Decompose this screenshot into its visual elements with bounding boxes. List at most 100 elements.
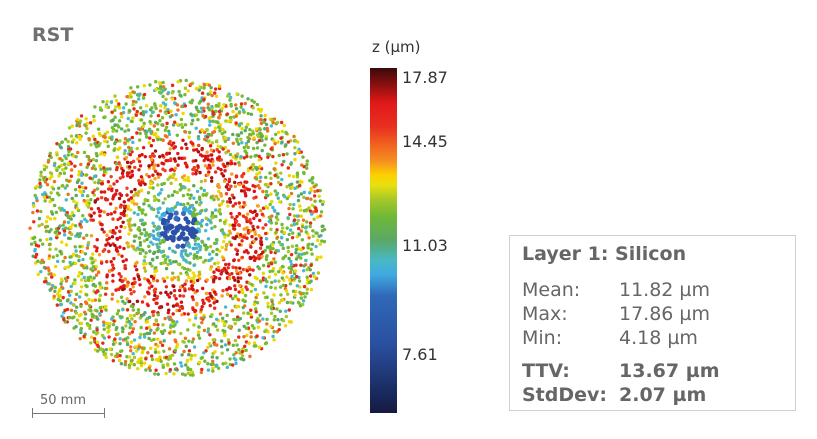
data-point xyxy=(58,302,63,307)
data-point xyxy=(137,277,141,282)
data-point xyxy=(61,223,65,227)
data-point xyxy=(205,128,209,132)
data-point xyxy=(240,255,245,260)
data-point xyxy=(284,309,288,313)
data-point xyxy=(139,183,143,187)
data-point xyxy=(298,208,303,212)
data-point xyxy=(309,263,313,267)
data-point xyxy=(258,179,262,184)
data-point xyxy=(248,209,253,213)
data-point xyxy=(132,313,136,318)
data-point xyxy=(38,181,42,186)
data-point xyxy=(84,173,89,177)
data-point xyxy=(121,329,125,334)
data-point xyxy=(85,194,90,198)
data-point xyxy=(136,360,140,365)
data-point xyxy=(199,179,204,184)
data-point xyxy=(255,292,260,297)
data-point xyxy=(117,119,122,123)
data-point xyxy=(302,195,306,200)
data-point xyxy=(101,341,105,345)
data-point xyxy=(200,91,205,95)
stat-min: Min: 4.18 µm xyxy=(522,327,698,349)
data-point xyxy=(172,172,176,176)
data-point xyxy=(296,300,301,305)
data-point xyxy=(208,291,212,296)
data-point xyxy=(160,238,167,244)
data-point xyxy=(69,308,74,312)
data-point xyxy=(203,164,208,168)
data-point xyxy=(234,121,238,125)
data-point xyxy=(246,145,250,150)
data-point xyxy=(305,267,309,272)
data-point xyxy=(149,114,153,118)
data-point xyxy=(161,138,165,142)
data-point xyxy=(269,250,273,254)
data-point xyxy=(136,227,140,231)
data-point xyxy=(312,194,317,198)
data-point xyxy=(165,302,170,306)
data-point xyxy=(196,164,200,168)
data-point xyxy=(119,193,124,198)
data-point xyxy=(169,157,173,161)
data-point xyxy=(131,351,135,356)
data-point xyxy=(282,230,287,235)
data-point xyxy=(264,237,269,241)
data-point xyxy=(211,369,215,373)
data-point xyxy=(121,175,125,179)
data-point xyxy=(149,206,154,210)
data-point xyxy=(181,185,186,189)
data-point xyxy=(164,158,168,163)
data-point xyxy=(288,270,293,275)
data-point xyxy=(115,352,119,356)
data-point xyxy=(234,351,238,355)
data-point xyxy=(176,262,181,266)
data-point xyxy=(275,307,279,311)
data-point xyxy=(131,327,136,331)
data-point xyxy=(46,215,50,219)
data-point xyxy=(153,176,157,181)
data-point xyxy=(163,257,168,262)
data-point xyxy=(121,299,125,304)
data-point xyxy=(102,336,107,340)
data-point xyxy=(173,250,177,254)
data-point xyxy=(263,183,268,187)
data-point xyxy=(187,275,191,280)
data-point xyxy=(102,153,107,157)
data-point xyxy=(217,109,222,114)
data-point xyxy=(280,177,284,182)
data-point xyxy=(159,330,164,334)
data-point xyxy=(69,168,74,172)
data-point xyxy=(131,285,135,289)
data-point xyxy=(43,199,47,203)
data-point xyxy=(139,325,143,330)
data-point xyxy=(289,320,293,324)
data-point xyxy=(316,255,320,260)
data-point xyxy=(255,172,259,176)
data-point xyxy=(129,345,133,349)
data-point xyxy=(156,137,160,142)
data-point xyxy=(180,175,185,179)
data-point xyxy=(152,194,157,199)
data-point xyxy=(207,83,212,87)
data-point xyxy=(143,182,147,186)
data-point xyxy=(212,278,216,282)
stats-heading: Layer 1: Silicon xyxy=(522,243,687,265)
data-point xyxy=(300,163,304,167)
data-point xyxy=(202,351,206,355)
data-point xyxy=(66,215,71,220)
data-point xyxy=(110,268,115,272)
data-point xyxy=(135,299,140,304)
data-point xyxy=(200,110,204,114)
data-point xyxy=(290,235,295,240)
data-point xyxy=(172,157,177,161)
data-point xyxy=(294,244,299,248)
data-point xyxy=(232,258,236,263)
data-point xyxy=(152,224,157,228)
data-point xyxy=(160,220,167,226)
data-point xyxy=(167,132,172,137)
data-point xyxy=(299,248,304,252)
data-point xyxy=(125,171,130,175)
data-point xyxy=(169,181,173,186)
data-point xyxy=(288,278,292,282)
